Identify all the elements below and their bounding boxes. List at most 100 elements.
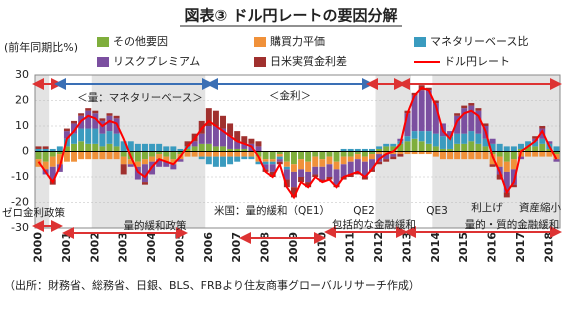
bar — [184, 141, 191, 147]
bar — [234, 151, 241, 157]
bar — [42, 146, 49, 149]
bar — [163, 146, 170, 152]
annotation: 包括的な金融緩和 — [332, 218, 416, 231]
bar — [63, 131, 70, 139]
bar — [220, 146, 226, 152]
bar — [418, 90, 425, 132]
bar — [170, 146, 177, 152]
bar — [468, 103, 475, 106]
bar — [156, 143, 163, 152]
legend-swatch — [414, 37, 426, 47]
bar — [241, 148, 248, 152]
bar — [340, 148, 347, 152]
x-tick-label: 2009 — [287, 232, 300, 263]
bar — [312, 166, 319, 175]
bar — [113, 118, 120, 134]
bar — [361, 151, 368, 157]
bar — [212, 156, 219, 167]
bar — [227, 123, 234, 137]
bar — [220, 156, 226, 167]
bar — [319, 166, 326, 180]
bar — [411, 131, 418, 139]
bar — [369, 159, 375, 170]
bar — [539, 143, 546, 152]
bar — [546, 141, 553, 144]
bar — [191, 151, 198, 157]
bar — [198, 143, 205, 152]
bar — [461, 133, 468, 144]
bar — [454, 133, 461, 144]
bar — [227, 148, 234, 152]
bar — [184, 148, 191, 152]
bar — [489, 143, 496, 152]
bar — [539, 128, 546, 139]
bar — [170, 164, 177, 170]
bar — [461, 143, 468, 152]
bar — [241, 156, 248, 160]
legend-label: リスクプレミアム — [113, 55, 200, 68]
x-tick-label: 2017 — [514, 232, 527, 263]
bar — [78, 141, 85, 152]
bar — [63, 146, 70, 152]
bar — [447, 131, 454, 137]
x-tick-label: 2006 — [202, 232, 215, 263]
x-tick-label: 2007 — [230, 232, 243, 263]
bar — [461, 108, 468, 134]
bar — [92, 128, 99, 144]
bar — [71, 123, 77, 134]
bar — [361, 156, 368, 162]
bar — [425, 151, 432, 155]
bar — [227, 156, 234, 165]
bar — [461, 105, 468, 109]
bar — [361, 161, 368, 177]
bar — [120, 164, 127, 175]
annotation: 米国：量的緩和（QE1） — [214, 204, 330, 217]
bar — [163, 156, 170, 162]
bar — [354, 148, 361, 152]
bar — [518, 143, 524, 149]
bar — [269, 159, 276, 162]
bar — [347, 156, 354, 162]
bar — [383, 146, 390, 152]
bar — [354, 171, 361, 175]
bar — [127, 164, 134, 167]
bar — [411, 151, 418, 155]
bar — [156, 151, 163, 155]
y-tick-label: 30 — [15, 68, 29, 81]
bar — [397, 151, 404, 155]
bar — [432, 151, 439, 157]
bar — [354, 151, 361, 155]
bar — [290, 164, 297, 172]
bar — [439, 136, 446, 149]
bar — [134, 161, 141, 167]
bar — [496, 156, 503, 167]
bar — [276, 159, 283, 162]
bar — [319, 151, 326, 160]
legend-swatch — [254, 37, 266, 47]
bar — [525, 141, 532, 147]
y-tick-label: 0 — [22, 145, 29, 158]
bar — [283, 169, 290, 180]
bar — [227, 136, 234, 149]
annotation: ＜量：マネタリーベース＞ — [77, 92, 202, 104]
bar — [63, 128, 70, 132]
bar — [482, 123, 489, 126]
bar — [439, 151, 446, 160]
bar — [553, 159, 560, 162]
bar — [241, 143, 248, 149]
bar — [532, 136, 539, 139]
bar — [283, 151, 290, 162]
chart-title: 図表③ ドル円レートの要因分解 — [185, 7, 398, 25]
bar — [283, 179, 290, 188]
bar — [319, 159, 326, 167]
bar — [283, 166, 290, 170]
bar — [127, 159, 134, 165]
bar — [518, 156, 524, 160]
bar — [269, 161, 276, 165]
bar — [525, 151, 532, 157]
bar — [475, 143, 482, 152]
x-tick-label: 2011 — [344, 232, 357, 263]
bar — [553, 146, 560, 152]
bar — [482, 151, 489, 160]
bar — [163, 161, 170, 167]
